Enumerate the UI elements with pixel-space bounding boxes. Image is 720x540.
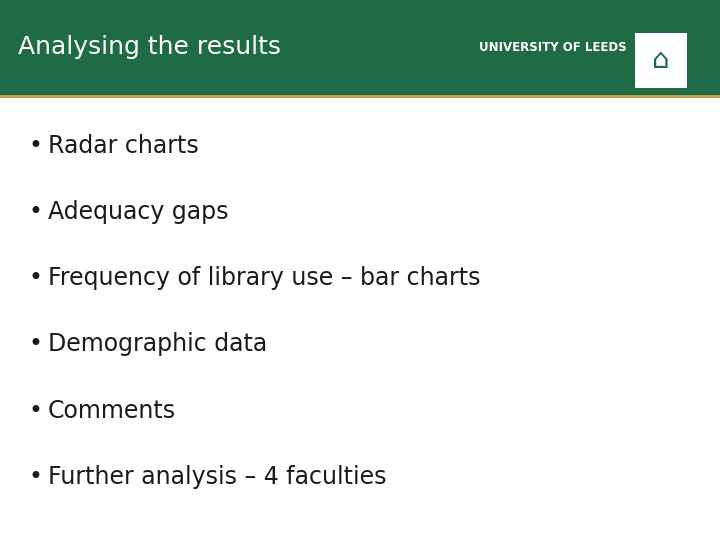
Text: Adequacy gaps: Adequacy gaps (48, 200, 228, 224)
Text: Frequency of library use – bar charts: Frequency of library use – bar charts (48, 266, 480, 291)
Text: •: • (28, 200, 42, 224)
Text: •: • (28, 266, 42, 291)
Text: Further analysis – 4 faculties: Further analysis – 4 faculties (48, 465, 387, 489)
Text: •: • (28, 134, 42, 158)
Bar (0, 94, 720, 98)
Bar (635, 32, 687, 87)
Text: •: • (28, 399, 42, 423)
Text: Analysing the results: Analysing the results (18, 35, 281, 59)
Text: •: • (28, 333, 42, 356)
Bar (0, 0, 720, 94)
Text: Comments: Comments (48, 399, 176, 423)
Text: Radar charts: Radar charts (48, 134, 199, 158)
Text: UNIVERSITY OF LEEDS: UNIVERSITY OF LEEDS (480, 40, 627, 54)
Text: Demographic data: Demographic data (48, 333, 267, 356)
Text: •: • (28, 465, 42, 489)
Text: ⌂: ⌂ (652, 46, 670, 74)
